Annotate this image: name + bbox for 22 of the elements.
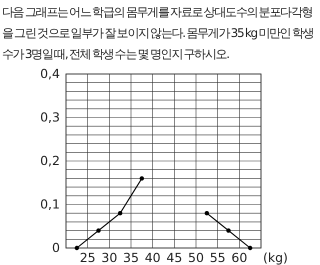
x-tick-label: 50	[188, 250, 204, 265]
point	[118, 211, 122, 216]
x-tick-label: 30	[101, 250, 118, 265]
x-axis-title: (kg)	[263, 250, 288, 265]
y-tick-label: 0,4	[40, 66, 60, 81]
x-tick-label: 25	[80, 250, 96, 265]
point	[248, 246, 252, 250]
y-tick-label: 0,1	[40, 196, 60, 212]
point	[204, 211, 210, 216]
x-tick-label: 40	[144, 250, 161, 265]
x-tick-label: 35	[123, 250, 139, 265]
x-tick-label: 55	[210, 250, 226, 265]
point	[226, 228, 231, 233]
y-tick-label: 0,2	[40, 153, 60, 168]
y-tick-label: 0	[52, 240, 60, 255]
chart-title: 다음 그래프는 어느 학급의 몸무게를 자료로 상대도수의 분포다각형을 그린 것으로 일부가 잘 보이지 않는다. 몸무게가 35 kg 미만인 학생수가 3명일 때, 전체 학생 수는 몇 명인지 구하시오.	[2, 4, 314, 63]
point	[74, 246, 80, 250]
point	[140, 176, 144, 181]
y-tick-label: 0,3	[40, 110, 60, 124]
x-tick-label: 60	[231, 250, 248, 265]
x-tick-label: 45	[166, 250, 182, 265]
point	[96, 228, 101, 233]
